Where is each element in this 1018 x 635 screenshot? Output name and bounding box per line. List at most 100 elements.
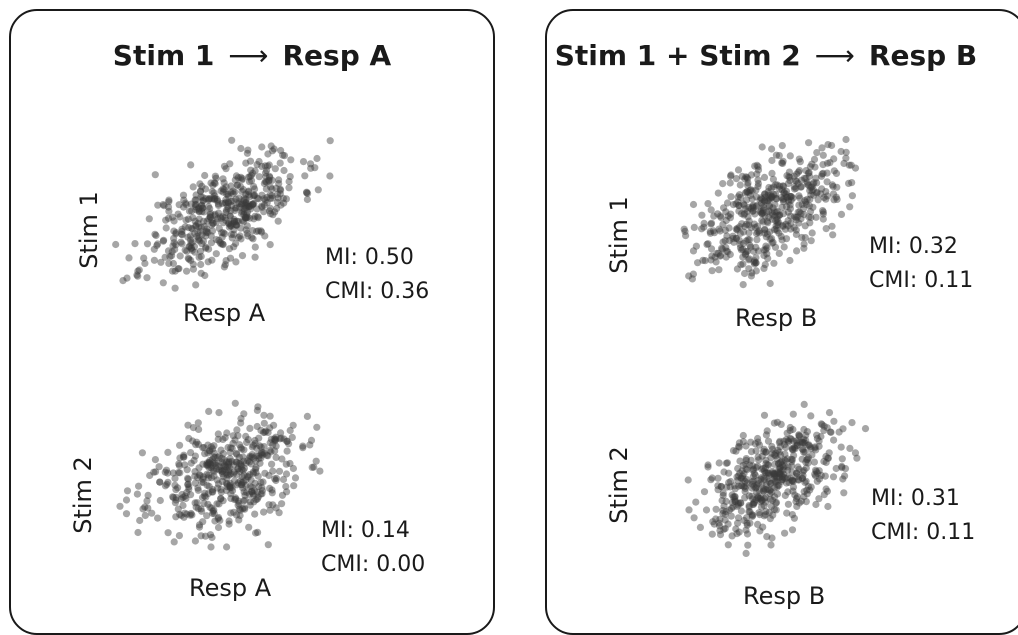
scatter-point xyxy=(249,441,257,449)
scatter-point xyxy=(184,474,192,482)
scatter-point xyxy=(184,421,192,429)
scatter-point xyxy=(813,469,822,477)
scatter-point xyxy=(240,504,248,512)
scatter-point xyxy=(744,181,752,189)
scatter-point xyxy=(139,505,147,513)
scatter-point xyxy=(778,203,786,211)
scatter-point xyxy=(770,259,778,267)
scatter-point xyxy=(749,207,757,215)
scatter-point xyxy=(141,259,149,267)
scatter-point xyxy=(253,205,261,213)
scatter-point xyxy=(721,226,729,234)
scatter-point xyxy=(823,487,831,495)
scatter-point xyxy=(720,468,728,476)
scatter-point xyxy=(771,471,779,479)
scatter-point xyxy=(164,214,173,222)
scatter-point xyxy=(225,223,233,231)
scatter-point xyxy=(723,483,731,491)
scatter-point xyxy=(204,202,213,210)
scatter-point xyxy=(241,201,249,210)
scatter-point xyxy=(195,208,203,216)
scatter-point xyxy=(754,182,762,190)
scatter-point xyxy=(749,495,757,503)
scatter-point xyxy=(204,258,212,266)
scatter-point xyxy=(209,219,217,227)
scatter-point xyxy=(746,461,754,469)
scatter-point xyxy=(199,197,207,205)
scatter-point xyxy=(265,176,273,184)
scatter-point xyxy=(211,192,219,200)
scatter-point xyxy=(741,189,749,197)
scatter-point xyxy=(195,215,203,223)
scatter-point xyxy=(760,474,768,482)
scatter-point xyxy=(233,450,241,458)
scatter-point xyxy=(211,212,219,220)
scatter-point xyxy=(184,254,192,262)
scatter-point xyxy=(735,482,743,490)
scatter-point xyxy=(221,434,229,442)
scatter-point xyxy=(175,460,183,468)
scatter-point xyxy=(728,491,736,499)
scatter-point xyxy=(219,497,227,505)
scatter-point xyxy=(757,475,765,483)
scatter-point xyxy=(123,487,132,495)
scatter-point xyxy=(186,242,194,250)
scatter-point xyxy=(754,176,762,184)
scatter-point xyxy=(191,248,199,256)
scatter-point xyxy=(170,217,178,225)
scatter-point xyxy=(261,232,269,240)
scatter-point xyxy=(779,157,787,165)
scatter-point xyxy=(743,521,751,529)
scatter-point xyxy=(839,475,847,483)
scatter-point xyxy=(736,457,744,465)
scatter-point xyxy=(169,493,177,502)
scatter-point xyxy=(685,506,693,514)
scatter-point xyxy=(725,224,733,232)
scatter-point xyxy=(187,224,196,232)
scatter-point xyxy=(720,525,728,533)
scatter-point xyxy=(252,463,260,471)
scatter-point xyxy=(249,200,257,208)
scatter-point xyxy=(241,213,249,221)
scatter-point xyxy=(194,236,202,244)
scatter-point xyxy=(241,491,249,499)
scatter-point xyxy=(234,432,242,440)
scatter-point xyxy=(756,498,765,506)
scatter-point xyxy=(210,196,219,204)
scatter-point xyxy=(817,190,825,198)
scatter-point xyxy=(238,473,246,481)
scatter-point xyxy=(187,161,195,169)
scatter-point xyxy=(243,149,251,157)
scatter-point xyxy=(797,497,806,505)
scatter-point xyxy=(737,246,745,254)
scatter-point xyxy=(729,232,737,240)
scatter-point xyxy=(783,193,791,201)
scatter-point xyxy=(827,428,835,436)
scatter-point xyxy=(161,253,169,261)
scatter-point xyxy=(277,434,285,442)
scatter-point xyxy=(741,484,749,492)
scatter-point xyxy=(765,203,773,211)
scatter-point xyxy=(747,186,755,194)
scatter-point xyxy=(277,429,285,437)
scatter-point xyxy=(735,528,743,536)
scatter-point xyxy=(233,181,241,189)
scatter-point xyxy=(793,170,801,178)
scatter-point xyxy=(183,489,191,497)
scatter-point xyxy=(273,190,282,198)
scatter-point xyxy=(734,499,743,507)
scatter-point xyxy=(238,445,246,453)
scatter-point xyxy=(813,189,821,197)
scatter-point xyxy=(204,500,212,508)
scatter-point xyxy=(219,473,228,481)
scatter-point xyxy=(211,453,219,461)
scatter-point xyxy=(746,191,755,199)
scatter-point xyxy=(819,161,827,169)
scatter-point xyxy=(197,532,205,540)
scatter-point xyxy=(172,486,180,494)
scatter-point xyxy=(245,523,253,531)
scatter-point xyxy=(251,212,259,220)
scatter-point xyxy=(198,231,206,239)
scatter-point xyxy=(237,209,245,217)
scatter-point xyxy=(116,502,124,510)
